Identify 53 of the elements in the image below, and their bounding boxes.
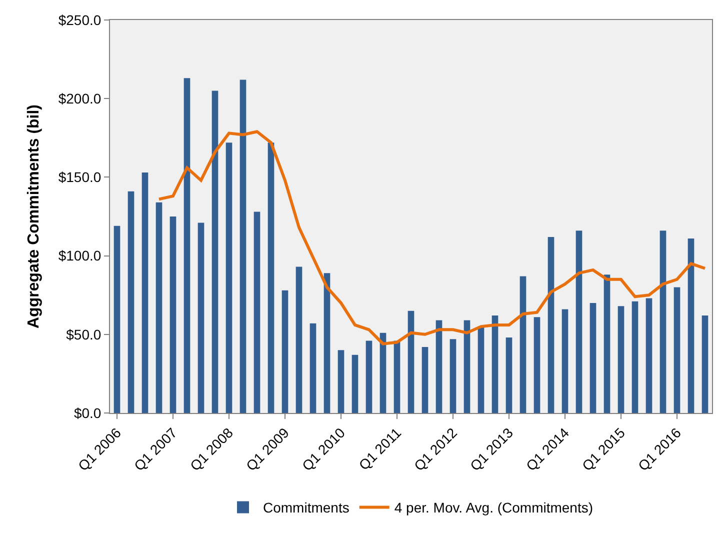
legend-label: 4 per. Mov. Avg. (Commitments) — [394, 500, 594, 516]
bar — [702, 316, 708, 413]
bar — [408, 310, 414, 413]
bar — [380, 332, 386, 413]
bar — [688, 238, 694, 413]
bar — [450, 339, 456, 413]
bar — [478, 326, 484, 413]
bar — [436, 320, 442, 413]
bar — [338, 350, 344, 413]
bar — [506, 338, 512, 413]
bar — [226, 142, 232, 413]
bar — [646, 298, 652, 413]
bar — [632, 301, 638, 413]
bar — [156, 202, 162, 413]
bar — [184, 78, 190, 413]
bar — [128, 191, 134, 413]
bar — [492, 316, 498, 413]
bar — [198, 222, 204, 413]
y-axis-title: Aggregate Commitments (bil) — [25, 104, 42, 329]
bar — [296, 266, 302, 413]
bar — [254, 212, 260, 413]
bar — [268, 142, 274, 413]
bar — [618, 306, 624, 413]
bar — [520, 276, 526, 413]
bar — [660, 230, 666, 413]
bar — [240, 80, 246, 413]
bar — [394, 340, 400, 413]
legend-label: Commitments — [263, 500, 350, 516]
y-tick-label: $250.0 — [58, 12, 102, 28]
bar — [310, 323, 316, 413]
bar — [282, 290, 288, 413]
bar — [674, 287, 680, 413]
y-tick-label: $50.0 — [66, 326, 102, 342]
bar — [604, 274, 610, 413]
bar — [324, 273, 330, 413]
bar — [576, 230, 582, 413]
y-tick-label: $200.0 — [58, 90, 102, 106]
bar — [562, 309, 568, 413]
bar — [114, 226, 120, 413]
bar — [170, 216, 176, 413]
bar — [548, 236, 554, 413]
line-series — [158, 130, 706, 346]
y-tick-label: $100.0 — [58, 248, 102, 264]
y-tick-label: $150.0 — [58, 169, 102, 186]
bar — [534, 317, 540, 413]
bar — [422, 346, 428, 413]
bar — [464, 320, 470, 413]
y-tick-label: $0.0 — [74, 404, 102, 421]
bar — [142, 172, 148, 413]
bar — [212, 90, 218, 413]
bar — [366, 340, 372, 413]
bar — [590, 302, 596, 413]
bar — [352, 354, 358, 413]
